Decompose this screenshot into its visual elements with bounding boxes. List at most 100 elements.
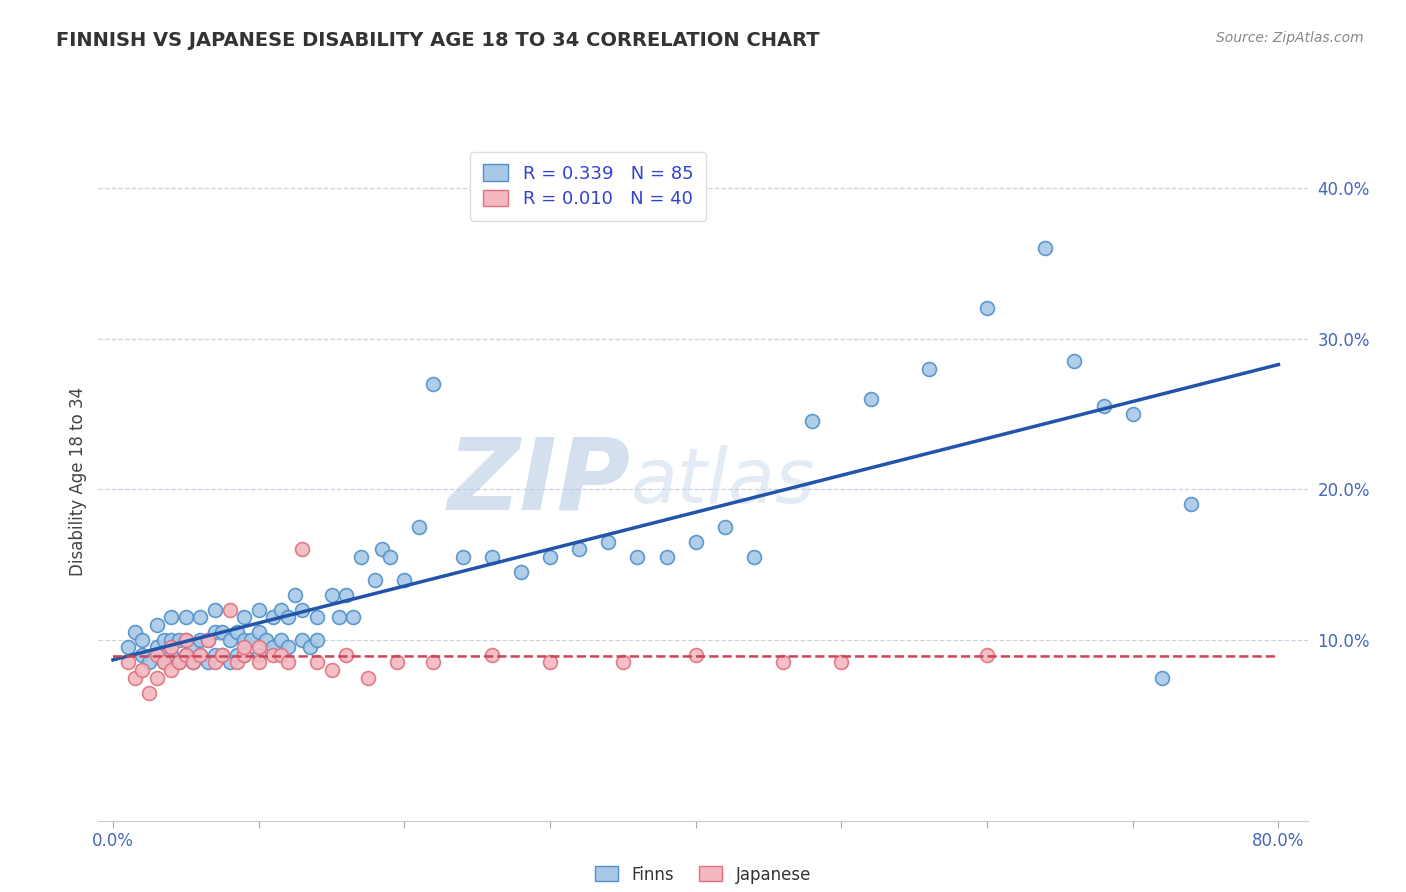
Point (218, 632, 240, 647)
Point (153, 656, 176, 670)
Point (918, 361, 941, 376)
Point (218, 603, 240, 617)
Point (247, 656, 270, 670)
Point (1122, 407, 1144, 421)
Point (364, 573, 387, 587)
Point (190, 610, 212, 624)
Point (481, 648, 503, 662)
Point (385, 656, 408, 670)
Point (233, 648, 256, 662)
Point (270, 648, 292, 662)
Point (350, 549, 373, 564)
Point (174, 632, 197, 647)
Point (160, 632, 183, 647)
Point (197, 632, 219, 647)
Point (247, 648, 270, 662)
Point (408, 520, 430, 534)
Point (1033, 241, 1056, 255)
Point (254, 632, 277, 647)
Point (291, 603, 314, 617)
Point (481, 549, 503, 564)
Point (145, 617, 167, 632)
Point (976, 648, 998, 662)
Point (247, 640, 270, 655)
Point (181, 656, 204, 670)
Point (153, 632, 176, 647)
Point (685, 535, 707, 549)
Point (284, 588, 307, 602)
Point (131, 663, 153, 677)
Point (451, 549, 474, 564)
Point (233, 640, 256, 655)
Point (321, 663, 343, 677)
Point (138, 685, 160, 699)
Point (174, 648, 197, 662)
Point (357, 671, 380, 685)
Point (225, 656, 247, 670)
Legend: Finns, Japanese: Finns, Japanese (585, 855, 821, 892)
Point (145, 648, 167, 662)
Point (262, 648, 284, 662)
Point (145, 671, 167, 685)
Point (211, 625, 233, 640)
Point (714, 520, 737, 534)
Point (160, 610, 183, 624)
Point (181, 656, 204, 670)
Point (538, 549, 561, 564)
Point (277, 656, 299, 670)
Point (190, 648, 212, 662)
Point (153, 656, 176, 670)
Point (305, 656, 328, 670)
Point (801, 414, 824, 428)
Point (342, 610, 364, 624)
Point (262, 640, 284, 655)
Point (612, 656, 634, 670)
Point (117, 640, 139, 655)
Point (174, 648, 197, 662)
Point (160, 648, 183, 662)
Point (976, 301, 998, 316)
Point (859, 392, 882, 406)
Text: Source: ZipAtlas.com: Source: ZipAtlas.com (1216, 31, 1364, 45)
Point (174, 632, 197, 647)
Point (211, 648, 233, 662)
Point (1150, 671, 1173, 685)
Point (174, 610, 197, 624)
Point (204, 648, 226, 662)
Point (167, 656, 190, 670)
Point (240, 632, 263, 647)
Y-axis label: Disability Age 18 to 34: Disability Age 18 to 34 (69, 387, 87, 576)
Point (742, 549, 765, 564)
Point (335, 588, 357, 602)
Point (1092, 400, 1115, 414)
Point (204, 656, 226, 670)
Point (160, 663, 183, 677)
Point (225, 625, 247, 640)
Point (1180, 497, 1202, 511)
Point (509, 565, 531, 579)
Text: FINNISH VS JAPANESE DISABILITY AGE 18 TO 34 CORRELATION CHART: FINNISH VS JAPANESE DISABILITY AGE 18 TO… (56, 31, 820, 50)
Point (197, 632, 219, 647)
Point (371, 542, 394, 557)
Point (277, 640, 299, 655)
Point (328, 610, 350, 624)
Point (270, 632, 292, 647)
Point (772, 656, 794, 670)
Point (117, 656, 139, 670)
Point (262, 610, 284, 624)
Point (124, 671, 146, 685)
Point (131, 648, 153, 662)
Text: atlas: atlas (630, 445, 815, 518)
Point (270, 603, 292, 617)
Point (211, 648, 233, 662)
Point (291, 632, 314, 647)
Point (422, 376, 444, 391)
Point (225, 648, 247, 662)
Point (305, 610, 328, 624)
Point (181, 640, 204, 655)
Point (626, 549, 648, 564)
Point (538, 656, 561, 670)
Point (277, 610, 299, 624)
Point (190, 648, 212, 662)
Point (598, 535, 620, 549)
